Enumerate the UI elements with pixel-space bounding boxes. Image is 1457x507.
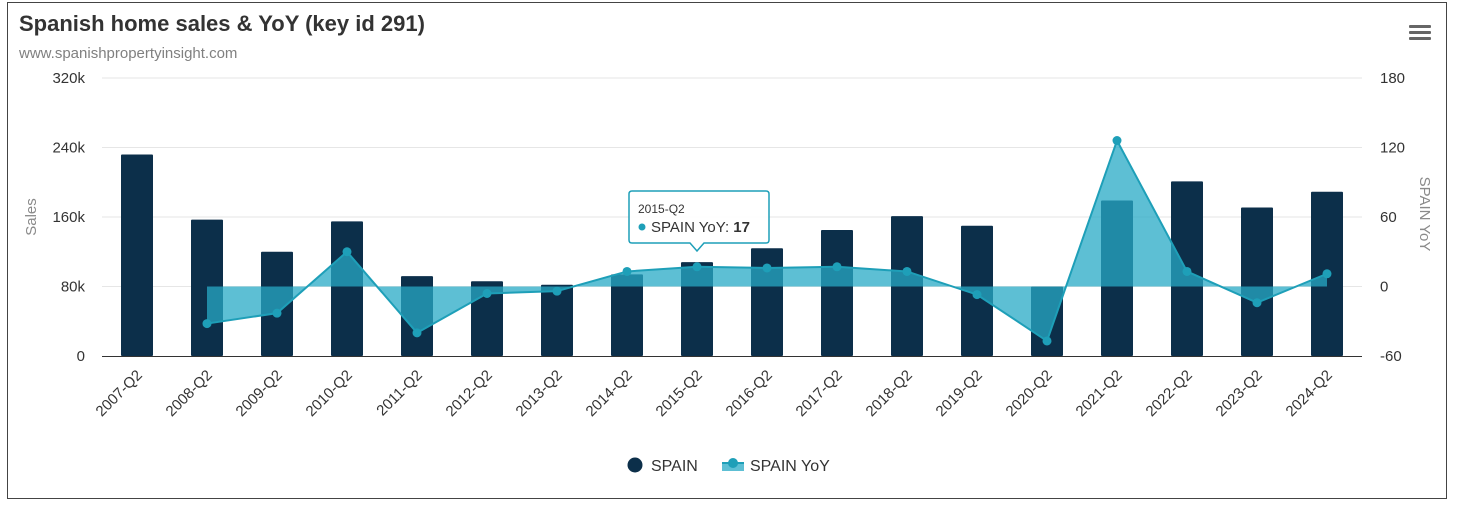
x-tick-label: 2018-Q2 bbox=[863, 367, 916, 420]
point-2010-Q2 bbox=[342, 247, 352, 257]
tooltip-box bbox=[628, 190, 770, 253]
tooltip-category: 2015-Q2 bbox=[638, 202, 685, 216]
point-2015-Q2 bbox=[692, 262, 702, 272]
point-2020-Q2 bbox=[1042, 336, 1052, 346]
x-tick-label: 2008-Q2 bbox=[163, 367, 216, 420]
x-tick-label: 2014-Q2 bbox=[583, 367, 636, 420]
legend-symbol-spain-yoy bbox=[728, 458, 738, 468]
point-2022-Q2 bbox=[1182, 266, 1192, 276]
y-left-tick-label: 320k bbox=[52, 70, 85, 87]
point-2014-Q2 bbox=[622, 266, 632, 276]
bar-2014-Q2 bbox=[611, 274, 643, 356]
legend-label-spain-yoy: SPAIN YoY bbox=[750, 458, 830, 475]
tooltip-value: 17 bbox=[733, 219, 750, 236]
y-right-axis-title: SPAIN YoY bbox=[1416, 177, 1433, 252]
point-2018-Q2 bbox=[902, 266, 912, 276]
point-2012-Q2 bbox=[482, 288, 492, 298]
x-tick-label: 2020-Q2 bbox=[1003, 367, 1056, 420]
axes: 0 -60 80k 0 160k 60 240k 120 320k 180 2007-Q2 2008-… bbox=[23, 70, 1433, 420]
y-right-tick-label: -60 bbox=[1380, 348, 1402, 365]
x-tick-label: 2017-Q2 bbox=[793, 367, 846, 420]
y-left-tick-label: 80k bbox=[61, 279, 86, 296]
bar-2007-Q2 bbox=[121, 154, 153, 356]
point-2008-Q2 bbox=[202, 319, 212, 329]
x-tick-label: 2023-Q2 bbox=[1213, 367, 1266, 420]
x-tick-label: 2012-Q2 bbox=[443, 367, 496, 420]
y-left-axis-title: Sales bbox=[23, 198, 40, 236]
y-left-tick-label: 0 bbox=[77, 348, 85, 365]
y-right-tick-label: 120 bbox=[1380, 140, 1405, 157]
bar-2013-Q2 bbox=[541, 284, 573, 356]
legend-symbol-spain bbox=[627, 457, 643, 473]
area-series-spain-yoy[interactable] bbox=[202, 136, 1332, 346]
point-2016-Q2 bbox=[762, 263, 772, 273]
point-2011-Q2 bbox=[412, 328, 422, 338]
x-tick-label: 2013-Q2 bbox=[513, 367, 566, 420]
x-tick-label: 2015-Q2 bbox=[653, 367, 706, 420]
x-tick-label: 2009-Q2 bbox=[233, 367, 286, 420]
x-tick-label: 2022-Q2 bbox=[1143, 367, 1196, 420]
x-tick-label: 2024-Q2 bbox=[1283, 367, 1336, 420]
x-tick-label: 2010-Q2 bbox=[303, 367, 356, 420]
x-tick-label: 2021-Q2 bbox=[1073, 367, 1126, 420]
point-2017-Q2 bbox=[832, 262, 842, 272]
point-2009-Q2 bbox=[272, 308, 282, 318]
point-2024-Q2 bbox=[1322, 269, 1332, 279]
x-tick-label: 2019-Q2 bbox=[933, 367, 986, 420]
tooltip: 2015-Q2 SPAIN YoY: 17 bbox=[628, 190, 770, 253]
y-right-tick-label: 60 bbox=[1380, 209, 1397, 226]
y-left-tick-label: 240k bbox=[52, 140, 85, 157]
point-2019-Q2 bbox=[972, 290, 982, 300]
bar-2010-Q2 bbox=[331, 221, 363, 356]
tooltip-label: SPAIN YoY: 17 bbox=[651, 219, 750, 236]
y-right-tick-label: 180 bbox=[1380, 70, 1405, 87]
legend-label-spain: SPAIN bbox=[651, 458, 698, 475]
bar-2012-Q2 bbox=[471, 281, 503, 356]
legend[interactable]: SPAIN SPAIN YoY bbox=[627, 457, 831, 476]
x-tick-label: 2007-Q2 bbox=[93, 367, 146, 420]
y-left-tick-label: 160k bbox=[52, 209, 85, 226]
tooltip-series-dot bbox=[638, 223, 646, 231]
point-2013-Q2 bbox=[552, 286, 562, 296]
point-2021-Q2 bbox=[1112, 136, 1122, 146]
chart-container bbox=[7, 2, 1447, 499]
x-tick-label: 2016-Q2 bbox=[723, 367, 776, 420]
chart-subtitle: www.spanishpropertyinsight.com bbox=[19, 45, 238, 62]
bar-2017-Q2 bbox=[821, 230, 853, 356]
y-right-tick-label: 0 bbox=[1380, 279, 1388, 296]
point-2023-Q2 bbox=[1252, 298, 1262, 308]
chart-title: Spanish home sales & YoY (key id 291) bbox=[19, 11, 425, 36]
hamburger-menu-icon[interactable] bbox=[1405, 20, 1437, 46]
bar-2023-Q2 bbox=[1241, 207, 1273, 356]
x-tick-label: 2011-Q2 bbox=[373, 367, 426, 420]
